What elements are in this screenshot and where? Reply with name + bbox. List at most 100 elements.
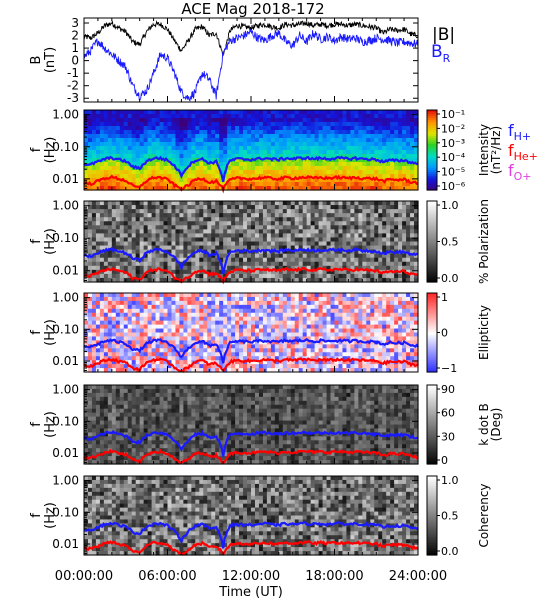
ellipticity-cell [179, 332, 185, 338]
intensity-cell [143, 166, 149, 171]
ellipticity-cell [270, 352, 276, 357]
intensity-cell [382, 170, 387, 175]
polarization-cell [127, 225, 133, 230]
polarization-cell [406, 233, 411, 239]
ellipticity-cell [286, 324, 292, 330]
intensity-cell [179, 154, 185, 159]
ellipticity-cell [187, 348, 192, 353]
polarization-cell [171, 265, 177, 271]
intensity-cell [298, 154, 304, 159]
intensity-cell [187, 122, 192, 127]
intensity-colorbar-step [427, 184, 437, 187]
intensity-cell [91, 114, 97, 119]
polarization-cell [334, 201, 340, 206]
ellipticity-cell [314, 336, 320, 341]
polarization-cell [286, 209, 292, 214]
polarization-cell [115, 233, 121, 239]
intensity-cell [410, 118, 415, 123]
intensity-cell [211, 134, 216, 139]
intensity-cell [227, 186, 232, 191]
intensity-cell [338, 150, 344, 155]
polarization-cell [274, 229, 280, 234]
polarization-cell [298, 241, 304, 247]
intensity-cell [290, 134, 296, 139]
polarization-cell [219, 253, 224, 259]
ellipticity-cell [131, 356, 137, 361]
ellipticity-cell [258, 293, 264, 298]
polarization-cell [398, 201, 403, 206]
polarization-cell [350, 265, 355, 271]
polarization-cell [266, 205, 272, 210]
ellipticity-cell [151, 344, 157, 349]
intensity-cell [294, 150, 300, 155]
polarization-cell [370, 201, 375, 206]
intensity-cell [338, 178, 344, 183]
polarization-cell [235, 205, 240, 210]
intensity-cell [326, 182, 332, 187]
polarization-cell [155, 229, 161, 234]
intensity-cell [199, 162, 204, 167]
intensity-cell [143, 122, 149, 127]
intensity-cell [103, 158, 109, 163]
ellipticity-cell [131, 364, 137, 369]
ellipticity-cell [270, 296, 276, 302]
intensity-cell [171, 150, 177, 155]
intensity-cell [386, 118, 391, 123]
polarization-cell [370, 265, 375, 271]
intensity-cell [251, 146, 256, 151]
polarization-cell [127, 221, 133, 226]
polarization-cell [330, 213, 336, 218]
ellipticity-cell [302, 296, 308, 302]
ellipticity-cell [251, 296, 256, 302]
intensity-cell [374, 178, 379, 183]
intensity-cell [282, 138, 288, 143]
polarization-colorbar-step [427, 201, 437, 204]
ellipticity-cell [123, 352, 129, 357]
intensity-cell [127, 174, 133, 179]
polarization-cell [314, 245, 320, 251]
ellipticity-cell [266, 300, 272, 306]
ellipticity-cell [159, 308, 165, 314]
polarization-cell [286, 249, 292, 255]
polarization-cell [298, 257, 304, 263]
polarization-cell [91, 257, 97, 263]
intensity-cell [334, 130, 340, 135]
intensity-cell [99, 182, 105, 187]
polarization-cell [358, 213, 363, 218]
ellipticity-cell [167, 293, 173, 298]
ellipticity-cell [171, 304, 177, 310]
intensity-cell [243, 150, 248, 155]
polarization-cell [111, 257, 117, 263]
intensity-cell [175, 166, 181, 171]
intensity-cell [366, 142, 371, 147]
intensity-cell [103, 186, 109, 191]
ellipticity-cell [243, 360, 248, 365]
ellipticity-cell [342, 312, 348, 318]
intensity-cell [179, 158, 185, 163]
intensity-cell [314, 182, 320, 187]
intensity-cell [258, 182, 264, 187]
polarization-cell [302, 269, 308, 275]
polarization-cell [386, 213, 391, 218]
polarization-cell [251, 277, 256, 283]
intensity-cell [258, 162, 264, 167]
polarization-cell [183, 265, 188, 271]
intensity-cell [151, 174, 157, 179]
intensity-cell [322, 130, 328, 135]
intensity-cell [107, 150, 113, 155]
intensity-cell [266, 186, 272, 191]
ellipticity-cell [147, 324, 153, 330]
ellipticity-cell [243, 304, 248, 310]
polarization-cell [274, 253, 280, 259]
intensity-cell [346, 114, 352, 119]
intensity-cell [84, 150, 89, 155]
intensity-cell [350, 138, 355, 143]
intensity-cell [171, 186, 177, 191]
polarization-cell [127, 213, 133, 218]
intensity-cell [231, 154, 236, 159]
polarization-cell [223, 233, 228, 239]
polarization-cell [278, 253, 284, 259]
polarization-cell [107, 201, 113, 206]
polarization-cell [84, 217, 89, 222]
intensity-cell [111, 138, 117, 143]
